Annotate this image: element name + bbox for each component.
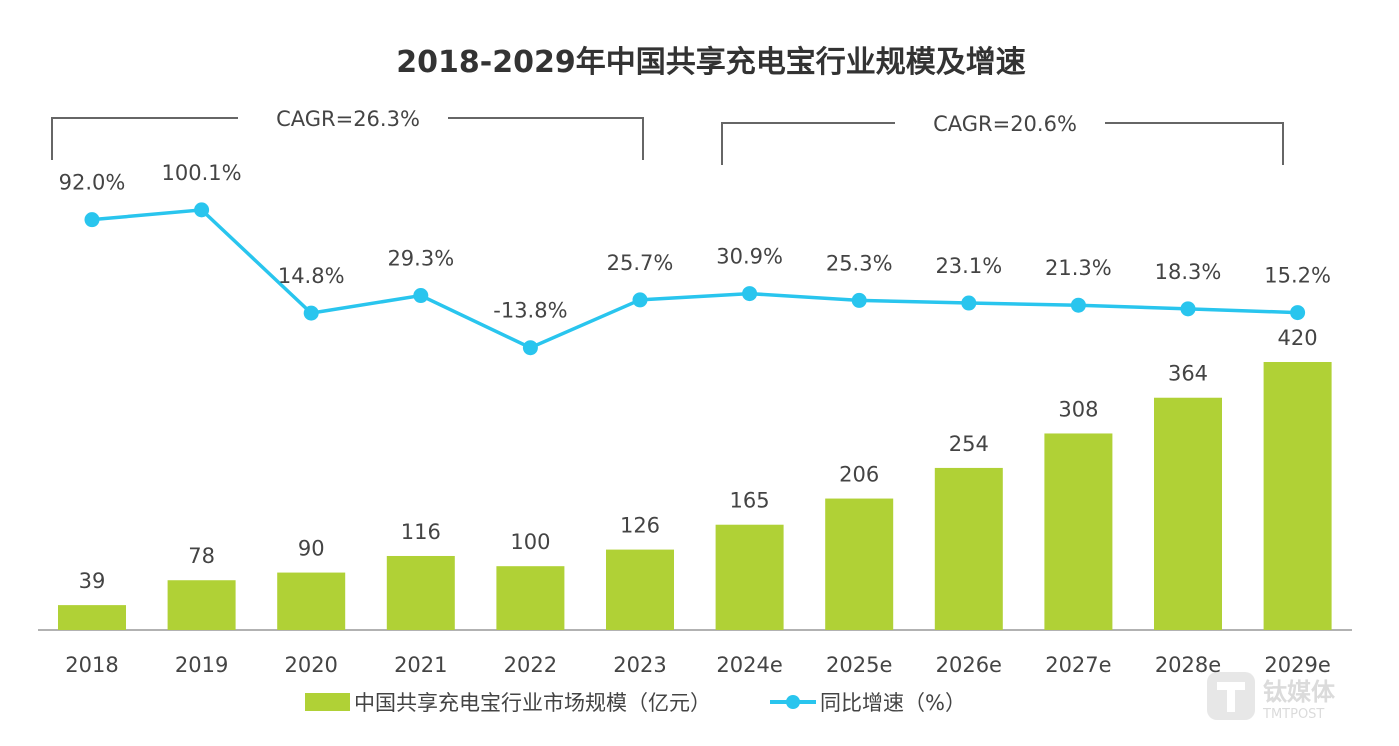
bar [934, 467, 1003, 630]
growth-value-label: 21.3% [1045, 256, 1112, 280]
bar [167, 580, 236, 630]
growth-value-label: 14.8% [278, 264, 345, 288]
growth-point [1290, 305, 1306, 321]
cagr-bracket-right [448, 117, 644, 160]
x-tick-label: 2024e [716, 653, 782, 677]
cagr-label: CAGR=26.3% [276, 107, 420, 131]
x-tick-label: 2025e [826, 653, 892, 677]
legend-bar-swatch [305, 693, 350, 711]
bar-value-label: 308 [1058, 397, 1098, 421]
growth-point [851, 292, 867, 308]
x-tick-label: 2022 [504, 653, 557, 677]
x-tick-label: 2018 [65, 653, 118, 677]
x-tick-label: 2023 [613, 653, 666, 677]
bar-value-label: 126 [620, 514, 660, 538]
bar [277, 572, 346, 630]
x-tick-label: 2028e [1155, 653, 1221, 677]
bar [606, 549, 674, 630]
growth-value-label: 23.1% [935, 254, 1002, 278]
growth-value-label: 100.1% [162, 161, 242, 185]
x-tick-label: 2029e [1264, 653, 1330, 677]
growth-value-label: 30.9% [716, 245, 783, 269]
growth-value-label: -13.8% [493, 299, 567, 323]
bar [1263, 362, 1332, 630]
growth-value-label: 18.3% [1155, 260, 1222, 284]
cagr-bracket-left [721, 122, 895, 165]
bar [496, 566, 565, 630]
svg-text:TMTPOST: TMTPOST [1262, 707, 1324, 722]
bar [386, 555, 455, 630]
legend-line-label: 同比增速（%） [820, 691, 966, 715]
growth-value-label: 25.3% [826, 251, 893, 275]
growth-point [1070, 297, 1086, 313]
bar-value-label: 116 [401, 520, 441, 544]
bar [58, 605, 126, 630]
growth-value-label: 92.0% [59, 171, 126, 195]
bar-value-label: 78 [188, 544, 215, 568]
growth-value-label: 25.7% [607, 251, 674, 275]
growth-value-label: 15.2% [1264, 264, 1331, 288]
bar-value-label: 206 [839, 463, 879, 487]
cagr-label: CAGR=20.6% [933, 112, 1077, 136]
growth-value-label: 29.3% [387, 247, 454, 271]
bar-value-label: 420 [1278, 326, 1318, 350]
legend-bar-label: 中国共享充电宝行业市场规模（亿元） [354, 691, 711, 715]
bar-value-label: 254 [949, 432, 989, 456]
x-tick-label: 2019 [175, 653, 228, 677]
legend-line-marker [786, 695, 800, 709]
x-tick-label: 2020 [284, 653, 337, 677]
growth-point [194, 202, 210, 218]
legend: 中国共享充电宝行业市场规模（亿元） 同比增速（%） [305, 691, 966, 715]
growth-point [961, 295, 977, 311]
growth-point [522, 340, 538, 356]
growth-point [303, 305, 319, 321]
chart-title: 2018-2029年中国共享充电宝行业规模及增速 [396, 45, 1025, 80]
growth-point [413, 288, 429, 304]
svg-text:钛媒体: 钛媒体 [1263, 678, 1336, 706]
bar-value-label: 90 [298, 537, 325, 561]
x-tick-label: 2026e [936, 653, 1002, 677]
bar-value-label: 100 [510, 530, 550, 554]
growth-point [84, 212, 100, 228]
bar-value-label: 39 [79, 569, 106, 593]
growth-point [1180, 301, 1196, 317]
growth-line [91, 208, 1298, 350]
growth-point [632, 292, 648, 308]
bar [825, 498, 894, 630]
cagr-bracket-right [1105, 122, 1284, 165]
cagr-bracket-left [51, 117, 238, 160]
bar [1154, 397, 1222, 630]
x-tick-label: 2021 [394, 653, 447, 677]
tmtpost-watermark: 钛媒体 TMTPOST [1205, 670, 1365, 729]
bar [1044, 433, 1113, 630]
bar-value-label: 165 [730, 489, 770, 513]
bar [715, 524, 784, 630]
bar-value-label: 364 [1168, 362, 1208, 386]
growth-point [742, 286, 758, 302]
x-tick-label: 2027e [1045, 653, 1111, 677]
